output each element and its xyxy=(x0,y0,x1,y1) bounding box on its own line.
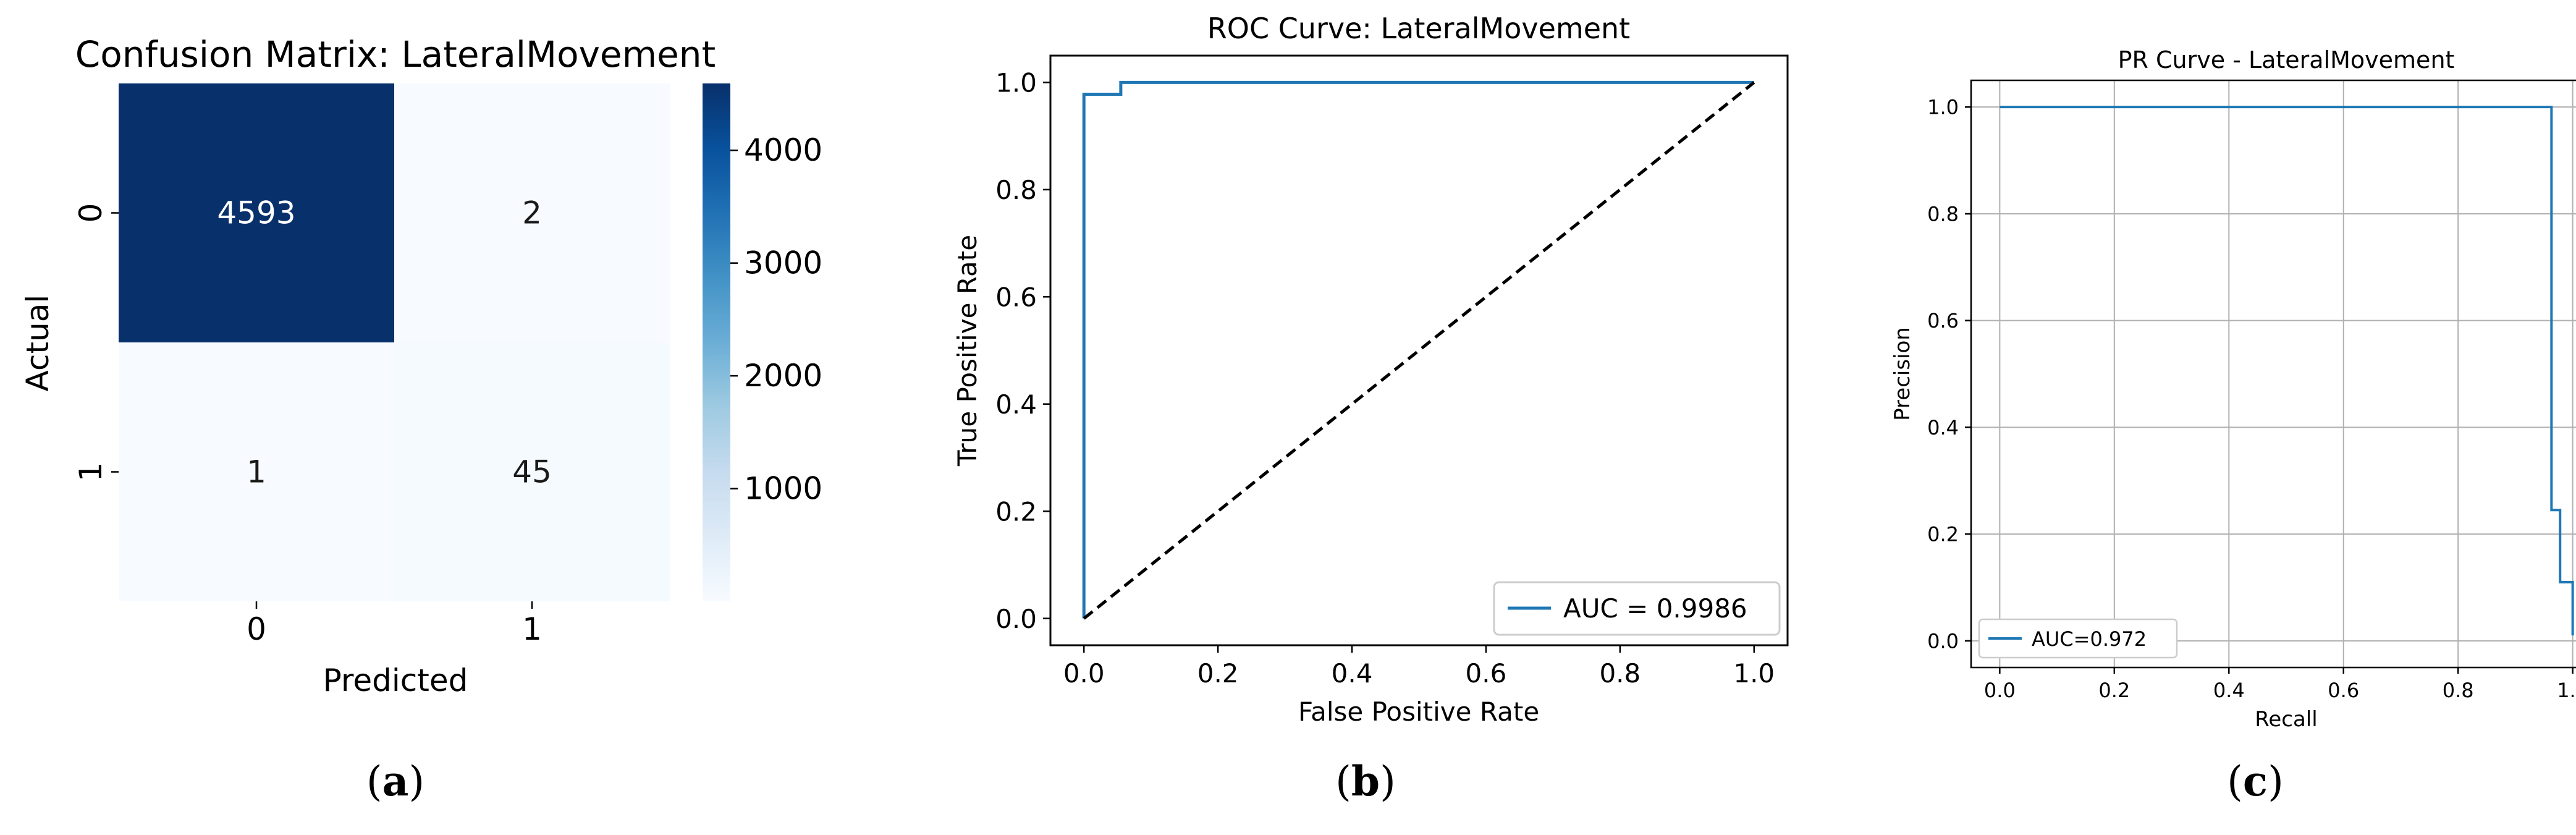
cm-cell xyxy=(119,83,394,342)
cm-cell-value: 1 xyxy=(247,454,266,490)
cm-ytick-label: 1 xyxy=(73,462,109,482)
cm-xtick-label: 1 xyxy=(522,611,542,647)
ytick-label: 0.0 xyxy=(1927,629,1959,653)
cm-cell xyxy=(394,83,670,342)
roc-lines xyxy=(1082,80,1755,620)
caption-b: (b) xyxy=(1335,757,1396,805)
ytick-label: 0.6 xyxy=(995,282,1037,312)
caption-c: (c) xyxy=(2227,757,2284,805)
pr-axes-frame xyxy=(1970,79,2576,669)
roc-ylabel: True Positive Rate xyxy=(952,235,982,467)
xtick-label: 1.0 xyxy=(1733,658,1775,689)
roc-panel: ROC Curve: LateralMovement 0.0 0.2 0.4 0.6 0… xyxy=(952,12,1789,727)
series-line-0 xyxy=(2000,106,2574,636)
pr-title: PR Curve - LateralMovement xyxy=(2118,46,2455,74)
pr-lines xyxy=(2000,106,2574,636)
pr-legend-label: AUC=0.972 xyxy=(2032,627,2147,651)
pr-ticks: 0.0 0.2 0.4 0.6 0.8 1.0 0.0 0.2 0.4 0.6 0.8 1.0 xyxy=(1927,96,2576,702)
roc-legend: AUC = 0.9986 xyxy=(1493,581,1781,636)
pr-ylabel: Precision xyxy=(1890,327,1915,421)
pr-grid xyxy=(1971,80,2576,668)
confusion-matrix-panel: Confusion Matrix: LateralMovement 4593 2 1… xyxy=(20,33,822,698)
xtick-label: 0.2 xyxy=(1197,658,1239,689)
roc-legend-label: AUC = 0.9986 xyxy=(1563,593,1747,624)
xtick-label: 0.2 xyxy=(2098,679,2130,702)
roc-title: ROC Curve: LateralMovement xyxy=(1207,12,1630,45)
ytick-label: 0.6 xyxy=(1927,309,1959,333)
cm-title: Confusion Matrix: LateralMovement xyxy=(75,33,716,75)
ytick-label: 0.8 xyxy=(1927,202,1959,226)
ytick-label: 1.0 xyxy=(1927,96,1959,119)
cm-colorbar-tick-label: 1000 xyxy=(744,471,822,507)
xtick-label: 0.4 xyxy=(1332,658,1373,689)
cm-cell-value: 45 xyxy=(512,454,552,490)
caption-a: (a) xyxy=(366,757,425,805)
xtick-label: 0.8 xyxy=(1599,658,1641,689)
ytick-label: 0.2 xyxy=(1927,523,1959,546)
roc-xlabel: False Positive Rate xyxy=(1298,697,1539,727)
cm-cell-value: 2 xyxy=(522,195,542,231)
roc-axes-frame xyxy=(1049,54,1789,646)
xtick-label: 0.6 xyxy=(1466,658,1507,689)
series-line-0 xyxy=(1082,80,1754,619)
cm-cell xyxy=(394,342,670,601)
xtick-label: 0.4 xyxy=(2213,679,2245,702)
ytick-label: 0.8 xyxy=(995,175,1037,205)
ytick-label: 0.4 xyxy=(995,389,1037,420)
xtick-label: 0.0 xyxy=(1063,658,1105,689)
cm-cells: 4593 2 1 45 xyxy=(119,83,670,601)
cm-colorbar-ticks: 1000 2000 3000 4000 xyxy=(730,132,822,507)
cm-ytick-label: 0 xyxy=(73,203,109,223)
cm-cell xyxy=(119,342,394,601)
cm-ylabel: Actual xyxy=(20,295,56,392)
cm-cell-value: 4593 xyxy=(217,195,295,231)
ytick-label: 0.2 xyxy=(995,496,1037,527)
xtick-label: 0.0 xyxy=(1984,679,2016,702)
ytick-label: 0.0 xyxy=(995,604,1037,634)
cm-xtick-label: 0 xyxy=(247,611,266,647)
xtick-label: 1.0 xyxy=(2557,679,2576,702)
cm-colorbar-tick-label: 2000 xyxy=(744,358,822,394)
xtick-label: 0.6 xyxy=(2328,679,2359,702)
roc-ticks: 0.0 0.2 0.4 0.6 0.8 1.0 0.0 0.2 0.4 0.6 0.8 1.0 xyxy=(995,67,1775,689)
cm-xlabel: Predicted xyxy=(323,663,468,698)
cm-ticks: 0 1 0 1 xyxy=(73,203,542,647)
pr-xlabel: Recall xyxy=(2255,707,2317,732)
series-line-1 xyxy=(1083,81,1755,620)
cm-colorbar xyxy=(703,83,730,601)
cm-colorbar-tick-label: 4000 xyxy=(744,132,822,168)
cm-colorbar-tick-label: 3000 xyxy=(744,245,822,281)
pr-legend: AUC=0.972 xyxy=(1978,618,2178,659)
pr-panel: PR Curve - LateralMovement 0.0 0.2 0.4 0.6 0… xyxy=(1890,46,2576,732)
xtick-label: 0.8 xyxy=(2443,679,2474,702)
ytick-label: 1.0 xyxy=(995,67,1037,98)
ytick-label: 0.4 xyxy=(1927,416,1959,439)
